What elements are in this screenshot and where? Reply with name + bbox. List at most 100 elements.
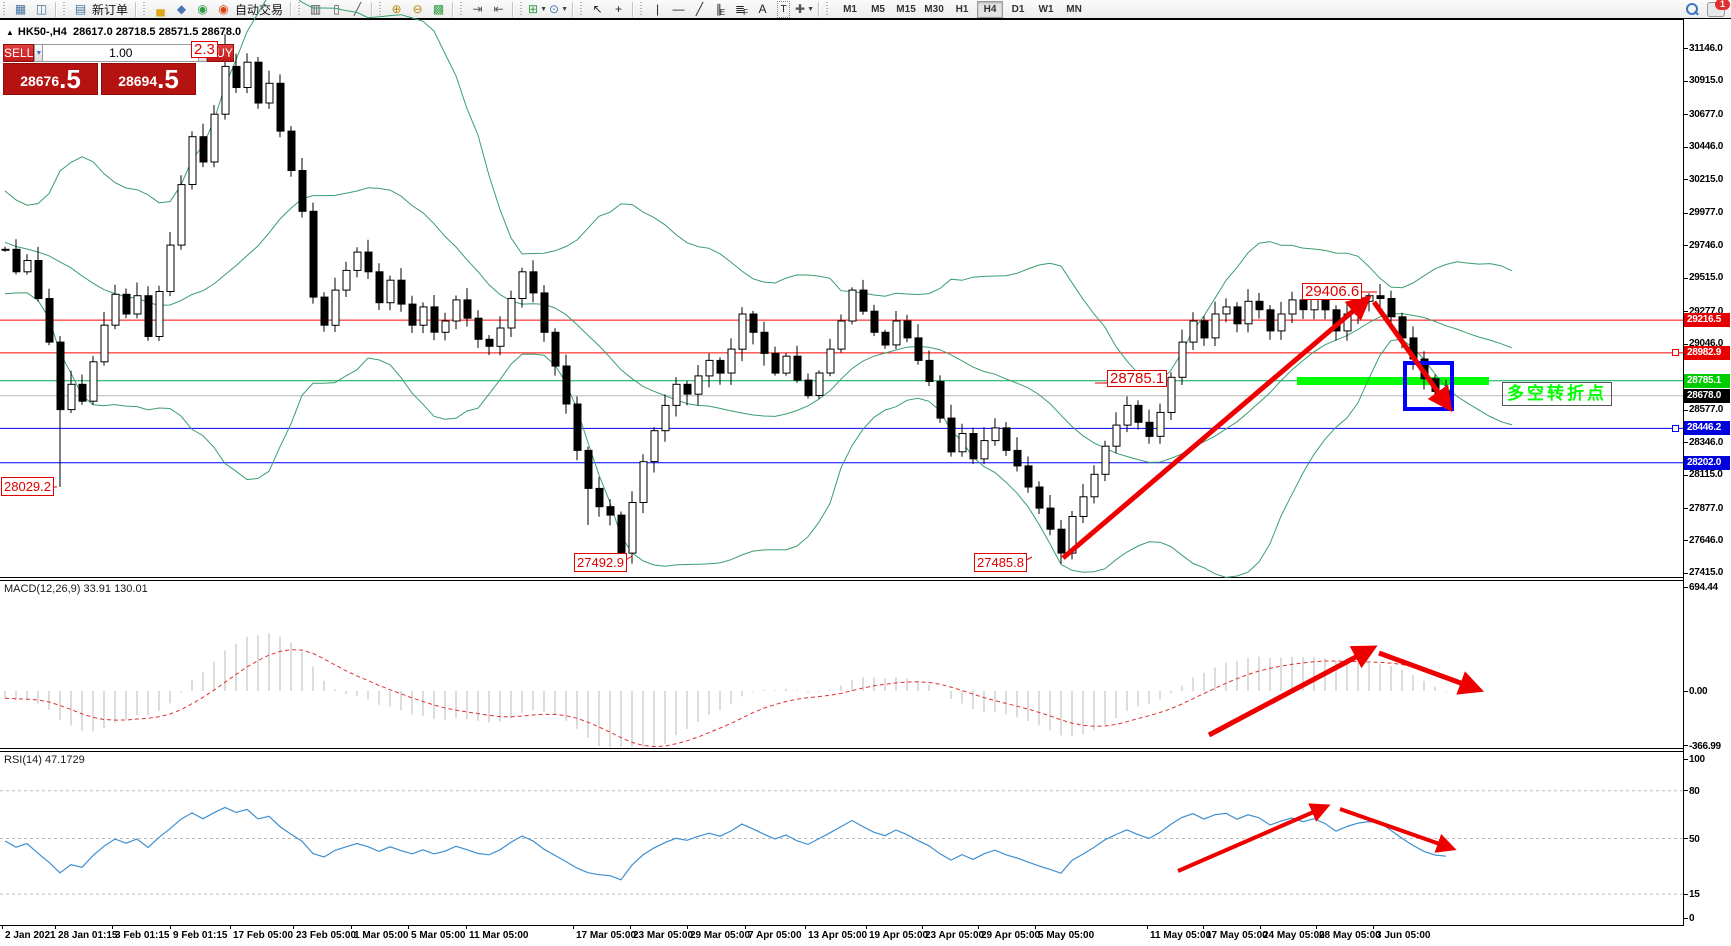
rsi-tick-label: 80 [1689, 785, 1700, 797]
period-icon[interactable]: ⊙ ▼ [549, 1, 569, 16]
separator-main-macd-b[interactable] [0, 580, 1731, 581]
toolbar-group-handle [639, 2, 645, 16]
volume-input[interactable] [43, 44, 199, 62]
fibonacci-icon[interactable]: ≣ F [735, 1, 748, 17]
line-handle-marker[interactable] [1672, 349, 1679, 357]
price-tick [1684, 508, 1688, 509]
trendline-icon[interactable]: ╱ [695, 1, 704, 16]
timeframe-toolbar: M1 M5 M15 M30 H1 H4 D1 W1 MN [836, 0, 1088, 18]
cursor-icon[interactable]: ↖ [592, 1, 603, 16]
time-tick [230, 925, 231, 929]
tile-windows-icon[interactable]: ▩ [432, 1, 445, 16]
hline-icon[interactable]: — [672, 1, 685, 16]
collapse-arrow-icon[interactable]: ▲ [6, 28, 14, 37]
price-tick-label: 29977.0 [1689, 207, 1724, 219]
toolbar-group-handle [459, 2, 465, 16]
time-label: 17 Mar 05:00 [576, 930, 637, 941]
line-handle-marker[interactable] [1672, 424, 1679, 432]
price-axis[interactable] [1684, 19, 1731, 946]
separator-macd-rsi-a [0, 748, 1731, 749]
time-label: 13 Apr 05:00 [808, 930, 868, 941]
time-label: 2 Jan 2021 [5, 930, 56, 941]
timeframe-h4[interactable]: H4 [977, 0, 1004, 18]
gold-icon[interactable]: ▄ [156, 1, 165, 16]
timeframe-h1[interactable]: H1 [955, 3, 969, 15]
axis-border [1683, 19, 1684, 926]
price-callout: 28785.1 [1107, 370, 1168, 387]
time-tick [351, 925, 352, 929]
time-tick [408, 925, 409, 929]
time-label: 11 Mar 05:00 [469, 930, 529, 941]
price-tick-label: 27646.0 [1689, 534, 1724, 546]
time-label: 11 May 05:00 [1150, 930, 1212, 941]
price-tick-label: 30915.0 [1689, 75, 1724, 87]
time-label: 28 May 05:00 [1319, 930, 1381, 941]
price-level-tag: 28446.2 [1684, 421, 1730, 436]
sell-price-pips: .5 [59, 64, 81, 94]
price-tick [1684, 343, 1688, 345]
search-icon[interactable] [1684, 2, 1699, 17]
crosshair-icon[interactable]: + [615, 1, 623, 16]
price-tick [1684, 409, 1688, 411]
price-tick [1684, 572, 1688, 574]
volume-down-button[interactable]: ▼ [34, 44, 44, 62]
timeframe-d1[interactable]: D1 [1011, 3, 1025, 15]
separator-main-macd-a [0, 577, 1731, 578]
timeframe-mn[interactable]: MN [1066, 3, 1082, 15]
price-tick [1684, 311, 1688, 313]
rsi-tick [1684, 838, 1688, 839]
buy-price[interactable]: 28694 .5 [101, 63, 196, 95]
time-tick [922, 925, 923, 929]
toolbar-group-handle [62, 2, 67, 16]
new-chart-icon[interactable]: ⊞ ▼ [528, 1, 548, 16]
time-label: 5 Mar 05:00 [411, 930, 466, 941]
time-tick [1035, 925, 1036, 929]
label-icon[interactable]: T [774, 0, 793, 18]
preview-icon[interactable]: ◫ [35, 1, 48, 16]
zoom-out-icon[interactable]: ⊖ [412, 1, 423, 16]
timeframe-w1[interactable]: W1 [1038, 3, 1054, 15]
price-tick-label: 29046.0 [1689, 338, 1724, 350]
spread-callout: 2.3 [191, 41, 218, 58]
time-tick [1260, 925, 1261, 929]
price-tick-label: 28577.0 [1689, 404, 1724, 416]
macd-tick [1684, 586, 1688, 588]
notification-badge: 1 [1715, 0, 1730, 10]
buy-price-main: 28694 [118, 73, 158, 89]
time-tick [112, 925, 113, 929]
channel-icon[interactable]: ∥ E [715, 1, 726, 17]
price-tick-label: 28346.0 [1689, 436, 1724, 448]
sell-price[interactable]: 28676 .5 [3, 63, 98, 95]
timeframe-m30[interactable]: M30 [924, 3, 944, 15]
time-tick [687, 925, 688, 929]
price-level-tag: 28982.9 [1684, 345, 1730, 360]
time-tick [1316, 925, 1317, 929]
sell-button[interactable]: SELL [3, 44, 35, 62]
autoscroll-icon[interactable]: ⇥ [472, 1, 483, 16]
macd-tick-label: -366.99 [1689, 740, 1721, 752]
line-chart-icon[interactable]: ╱ [353, 1, 362, 16]
vline-icon[interactable]: | [655, 1, 660, 16]
turning-point-label: 多空转折点 [1502, 382, 1612, 406]
text-icon[interactable]: A [758, 1, 767, 16]
rsi-tick-label: 100 [1689, 754, 1705, 765]
price-tick-label: 27877.0 [1689, 502, 1724, 514]
chart-shift-icon[interactable]: ⇤ [493, 1, 504, 16]
window-icon[interactable]: ▦ [14, 1, 27, 16]
timeframe-m15[interactable]: M15 [896, 3, 916, 15]
price-tick [1684, 80, 1688, 82]
price-tick [1684, 540, 1688, 542]
zoom-in-icon[interactable]: ⊕ [391, 1, 402, 16]
price-tick-label: 29746.0 [1689, 239, 1724, 251]
separator-macd-rsi-b[interactable] [0, 751, 1731, 752]
user-icon[interactable]: ◆ [176, 1, 187, 16]
new-order-icon[interactable]: ▤ [74, 1, 87, 16]
signal-icon[interactable]: ◉ [197, 1, 208, 16]
timeframe-m1[interactable]: M1 [843, 3, 857, 15]
rsi-tick [1684, 893, 1688, 895]
arrows-icon[interactable]: ✚ ▼ [795, 1, 815, 16]
notification-icon[interactable]: 1 [1707, 0, 1730, 17]
autotrade-icon[interactable]: ◉ [218, 1, 229, 16]
timeframe-m5[interactable]: M5 [871, 3, 885, 15]
